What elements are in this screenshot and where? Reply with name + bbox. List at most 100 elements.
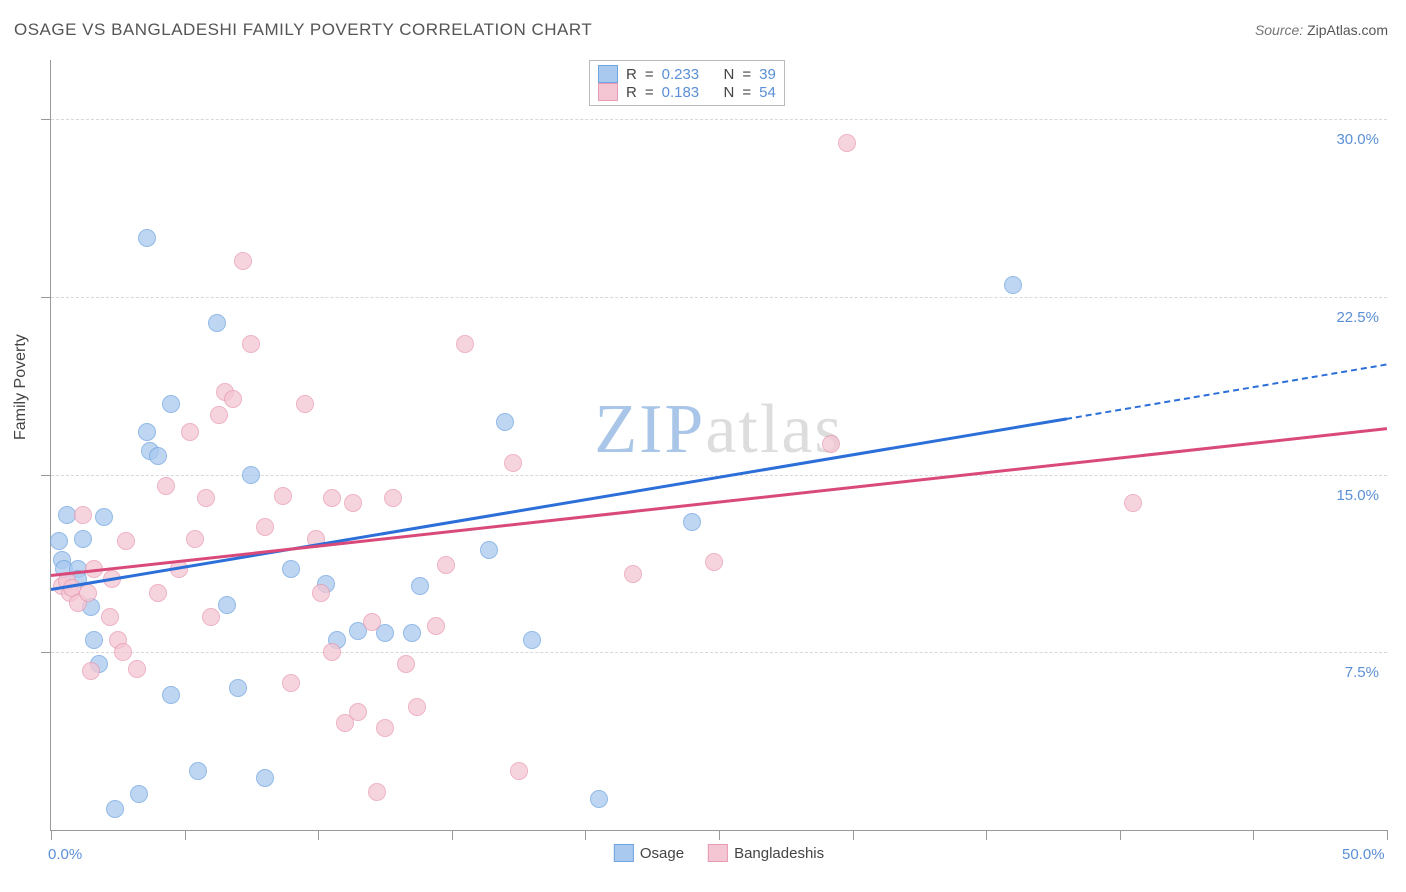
data-point — [437, 556, 455, 574]
data-point — [510, 762, 528, 780]
y-tick — [41, 297, 51, 298]
data-point — [101, 608, 119, 626]
data-point — [312, 584, 330, 602]
data-point — [274, 487, 292, 505]
gridline-h — [51, 652, 1387, 653]
data-point — [157, 477, 175, 495]
data-point — [181, 423, 199, 441]
x-tick — [1253, 830, 1254, 840]
data-point — [162, 395, 180, 413]
y-tick — [41, 475, 51, 476]
swatch-bangladeshis — [598, 83, 618, 101]
data-point — [1004, 276, 1022, 294]
data-point — [138, 229, 156, 247]
x-tick — [185, 830, 186, 840]
data-point — [376, 719, 394, 737]
data-point — [189, 762, 207, 780]
data-point — [282, 560, 300, 578]
data-point — [128, 660, 146, 678]
data-point — [234, 252, 252, 270]
legend-label-bangladeshis: Bangladeshis — [734, 845, 824, 862]
data-point — [1124, 494, 1142, 512]
data-point — [683, 513, 701, 531]
trendline — [1066, 363, 1387, 419]
data-point — [74, 506, 92, 524]
legend-item-bangladeshis: Bangladeshis — [708, 844, 824, 862]
data-point — [590, 790, 608, 808]
data-point — [344, 494, 362, 512]
watermark-zip: ZIP — [594, 391, 705, 468]
y-tick — [41, 652, 51, 653]
data-point — [149, 447, 167, 465]
data-point — [208, 314, 226, 332]
x-axis-end-label: 50.0% — [1342, 846, 1385, 863]
data-point — [838, 134, 856, 152]
swatch-osage-bottom — [614, 844, 634, 862]
data-point — [242, 335, 260, 353]
data-point — [323, 489, 341, 507]
y-tick-label: 22.5% — [1336, 309, 1379, 326]
data-point — [256, 518, 274, 536]
watermark-atlas: atlas — [705, 391, 843, 468]
x-tick — [1120, 830, 1121, 840]
data-point — [384, 489, 402, 507]
legend-item-osage: Osage — [614, 844, 684, 862]
data-point — [496, 413, 514, 431]
data-point — [114, 643, 132, 661]
y-tick-label: 30.0% — [1336, 131, 1379, 148]
gridline-h — [51, 297, 1387, 298]
y-tick — [41, 119, 51, 120]
data-point — [218, 596, 236, 614]
data-point — [822, 435, 840, 453]
legend-row-bangladeshis: R = 0.183 N = 54 — [598, 83, 776, 101]
source-value: ZipAtlas.com — [1307, 22, 1388, 38]
x-tick — [51, 830, 52, 840]
x-tick — [986, 830, 987, 840]
gridline-h — [51, 119, 1387, 120]
source-label: Source: — [1255, 22, 1303, 38]
x-tick — [585, 830, 586, 840]
x-tick — [452, 830, 453, 840]
data-point — [456, 335, 474, 353]
data-point — [411, 577, 429, 595]
x-tick — [318, 830, 319, 840]
data-point — [480, 541, 498, 559]
legend-label-osage: Osage — [640, 845, 684, 862]
source-credit: Source: ZipAtlas.com — [1255, 22, 1388, 38]
data-point — [224, 390, 242, 408]
data-point — [397, 655, 415, 673]
data-point — [149, 584, 167, 602]
data-point — [504, 454, 522, 472]
data-point — [705, 553, 723, 571]
data-point — [79, 584, 97, 602]
data-point — [210, 406, 228, 424]
data-point — [74, 530, 92, 548]
swatch-osage — [598, 65, 618, 83]
data-point — [408, 698, 426, 716]
data-point — [117, 532, 135, 550]
r-value-osage: 0.233 — [662, 66, 700, 83]
data-point — [349, 703, 367, 721]
n-value-bangladeshis: 54 — [759, 84, 776, 101]
data-point — [130, 785, 148, 803]
data-point — [162, 686, 180, 704]
y-tick-label: 15.0% — [1336, 487, 1379, 504]
plot-area: ZIPatlas R = 0.233 N = 39 R = 0.183 N = … — [50, 60, 1387, 831]
n-label: N — [724, 66, 735, 83]
data-point — [106, 800, 124, 818]
chart-title: OSAGE VS BANGLADESHI FAMILY POVERTY CORR… — [14, 20, 592, 40]
x-axis-start-label: 0.0% — [48, 846, 82, 863]
data-point — [85, 631, 103, 649]
data-point — [523, 631, 541, 649]
x-tick — [719, 830, 720, 840]
data-point — [256, 769, 274, 787]
n-value-osage: 39 — [759, 66, 776, 83]
data-point — [363, 613, 381, 631]
x-tick — [1387, 830, 1388, 840]
data-point — [95, 508, 113, 526]
data-point — [197, 489, 215, 507]
data-point — [323, 643, 341, 661]
data-point — [624, 565, 642, 583]
watermark: ZIPatlas — [594, 390, 843, 470]
swatch-bangladeshis-bottom — [708, 844, 728, 862]
